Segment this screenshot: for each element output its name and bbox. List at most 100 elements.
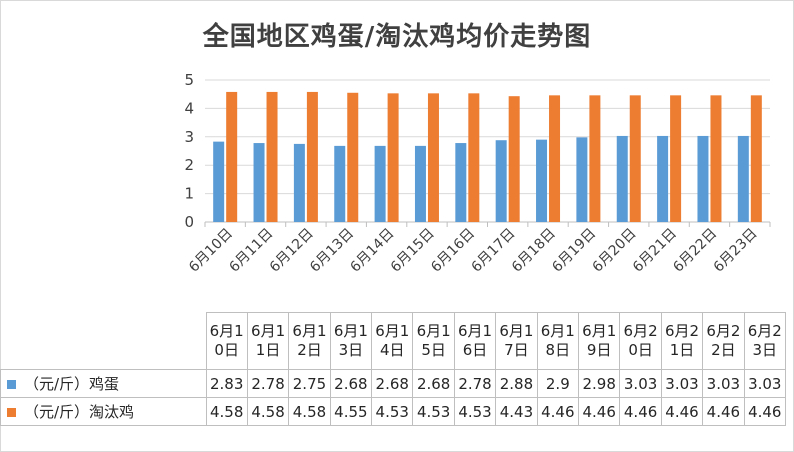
table-header-label: 6月22日 [706, 322, 741, 359]
table-value-cell: 3.03 [619, 369, 662, 398]
table-header-cell: 6月11日 [246, 312, 290, 370]
table-value-cell: 4.58 [205, 397, 248, 426]
table-header-cell: 6月21日 [660, 312, 704, 370]
table-value-cell: 2.78 [453, 369, 497, 398]
table-series-label: （元/斤）淘汰鸡 [0, 397, 207, 426]
bar-cull-chicken [710, 95, 722, 222]
x-tick-label: 6月22日 [670, 226, 720, 276]
table-value-cell: 4.46 [660, 397, 704, 426]
table-value-cell: 2.98 [578, 369, 621, 398]
table-value-cell: 4.46 [702, 397, 745, 426]
x-tick-label: 6月18日 [509, 226, 559, 276]
table-header-label: 6月18日 [540, 322, 575, 359]
table-header-label: 6月11日 [251, 322, 286, 359]
chart-plot: 0 1 2 3 4 5 6月10日6月11日6月12日6月13日6月14日6月15日6月16… [184, 71, 771, 276]
x-tick-label: 6月20日 [590, 226, 640, 276]
y-tick-label: 2 [184, 156, 194, 174]
table-value-cell: 2.75 [288, 369, 331, 398]
bar-cull-chicken [347, 92, 359, 222]
bar-cull-chicken [629, 95, 641, 222]
table-header-label: 6月16日 [457, 322, 493, 359]
table-value-cell: 4.53 [412, 397, 455, 426]
x-tick-label: 6月11日 [226, 226, 276, 276]
table-header-label: 6月10日 [209, 322, 244, 359]
table-header-cell: 6月20日 [619, 312, 662, 370]
table-header-cell: 6月19日 [578, 312, 621, 370]
data-table: 6月10日 6月11日 6月12日 6月13日 6月14日 6月15日 6月16日 6月17日… [0, 312, 786, 426]
table-value-cell: 4.53 [371, 397, 414, 426]
table-value-cell: 2.9 [536, 369, 580, 398]
table-header-cell: 6月12日 [288, 312, 331, 370]
table-value-cell: 2.83 [205, 369, 248, 398]
x-tick-label: 6月19日 [549, 226, 599, 276]
bar-cull-chicken [750, 95, 762, 222]
bar-cull-chicken [427, 93, 439, 223]
y-tick-label: 3 [184, 128, 194, 146]
table-series-label: （元/斤）鸡蛋 [0, 369, 207, 398]
table-value-cell: 2.68 [412, 369, 455, 398]
table-header-label: 6月17日 [499, 322, 534, 359]
table-header-label: 6月15日 [416, 322, 451, 359]
bar-cull-chicken [306, 91, 318, 222]
table-value-cell: 4.55 [329, 397, 373, 426]
table-value-cell: 4.58 [288, 397, 331, 426]
table-header-cell: 6月23日 [743, 312, 786, 370]
x-tick-label: 6月16日 [428, 226, 478, 276]
table-header-label: 6月20日 [623, 322, 658, 359]
bar-cull-chicken [468, 93, 480, 223]
bar-egg [697, 135, 709, 222]
bar-egg [334, 145, 346, 222]
bar-egg [657, 135, 669, 222]
bar-egg [536, 139, 548, 222]
bar-egg [253, 143, 265, 222]
bar-egg [616, 135, 628, 222]
x-tick-label: 6月17日 [468, 226, 518, 276]
legend-swatch [7, 408, 16, 417]
bar-cull-chicken [508, 96, 520, 222]
legend-label: （元/斤）鸡蛋 [24, 375, 120, 393]
bar-egg [414, 145, 426, 222]
table-header-cell: 6月15日 [412, 312, 455, 370]
table-value-cell: 2.68 [329, 369, 373, 398]
table-value-cell: 4.43 [495, 397, 538, 426]
bar-egg [495, 140, 507, 222]
table-value-cell: 3.03 [743, 369, 786, 398]
table-header-cell: 6月16日 [453, 312, 497, 370]
y-tick-label: 4 [184, 99, 194, 117]
bar-egg [455, 143, 467, 222]
table-value-cell: 4.58 [246, 397, 290, 426]
bar-cull-chicken [549, 95, 561, 222]
bar-egg [576, 137, 588, 222]
table-value-cell: 4.46 [578, 397, 621, 426]
table-value-cell: 3.03 [660, 369, 704, 398]
table-value-cell: 4.53 [453, 397, 497, 426]
table-header-label: 6月19日 [582, 322, 617, 359]
y-tick-label: 5 [184, 71, 194, 89]
table-header-label: 6月21日 [664, 322, 700, 359]
table-header-cell: 6月17日 [495, 312, 538, 370]
table-value-cell: 3.03 [702, 369, 745, 398]
bar-cull-chicken [226, 91, 238, 222]
table-header-cell: 6月13日 [329, 312, 373, 370]
x-tick-label: 6月23日 [711, 226, 761, 276]
bar-egg [374, 145, 386, 222]
table-value-cell: 2.78 [246, 369, 290, 398]
legend-swatch [7, 380, 16, 389]
table-value-cell: 4.46 [743, 397, 786, 426]
table-header-cell: 6月10日 [205, 312, 248, 370]
bar-cull-chicken [266, 91, 278, 222]
x-tick-label: 6月12日 [267, 226, 317, 276]
bar-egg [213, 141, 225, 222]
bar-egg [737, 135, 749, 222]
table-value-cell: 2.68 [371, 369, 414, 398]
table-value-cell: 4.46 [536, 397, 580, 426]
y-tick-label: 0 [184, 213, 194, 231]
table-value-cell: 2.88 [495, 369, 538, 398]
table-corner [1, 313, 207, 370]
bar-egg [293, 143, 305, 222]
chart-title: 全国地区鸡蛋/淘汰鸡均价走势图 [202, 22, 592, 52]
legend-label: （元/斤）淘汰鸡 [24, 403, 135, 421]
y-tick-label: 1 [184, 185, 194, 203]
table-header-label: 6月14日 [375, 322, 410, 359]
bar-cull-chicken [670, 95, 682, 222]
